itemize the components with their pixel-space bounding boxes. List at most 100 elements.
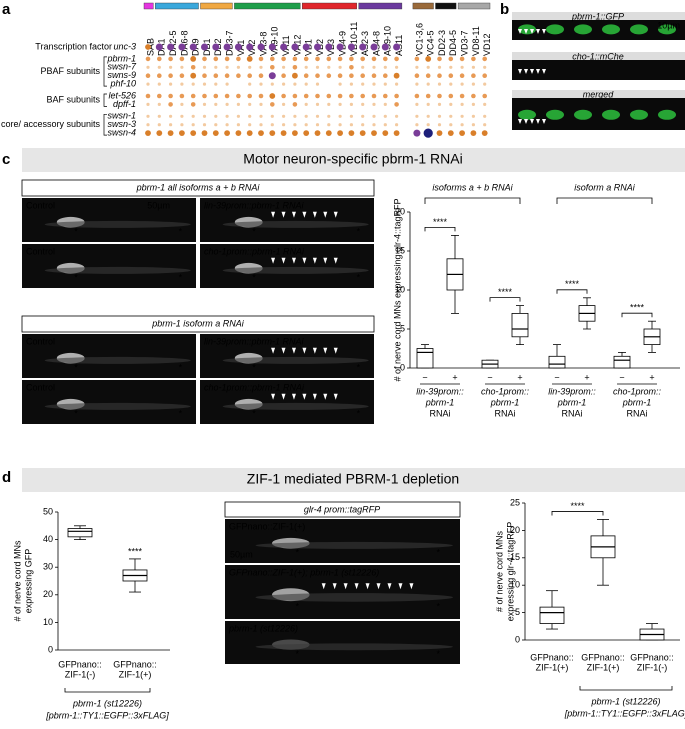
row-label: dpff-1: [113, 99, 136, 109]
strip: [512, 60, 685, 80]
dot: [371, 130, 377, 137]
dot: [483, 102, 487, 106]
cell: [658, 109, 676, 120]
sig-bracket: [621, 312, 653, 318]
dot: [270, 123, 274, 127]
y-axis-label: # of nerve cord MNs expressing glr-4::ta…: [392, 198, 402, 381]
dot: [459, 93, 465, 99]
group-label: cho-1prom::: [481, 386, 530, 396]
arrowhead: [332, 583, 337, 590]
image-label: lin-39prom::pbrm-1 RNAi: [204, 336, 305, 346]
dot: [449, 82, 453, 86]
dot: [415, 114, 419, 118]
class-bar: [457, 2, 491, 10]
dot: [449, 114, 453, 118]
bracket-label: isoforms a + b RNAi: [432, 182, 513, 192]
dot: [426, 82, 430, 86]
dot: [483, 65, 487, 69]
arrowhead: [302, 347, 307, 354]
dot: [212, 130, 219, 137]
dot: [349, 114, 353, 118]
arrowhead: [536, 119, 540, 124]
group-label: RNAi: [626, 408, 647, 418]
scale-label: 50µm: [147, 200, 170, 210]
dot: [304, 102, 308, 106]
arrowhead: [302, 211, 307, 218]
dot: [383, 123, 387, 127]
dot: [248, 114, 252, 118]
arrowhead: [291, 347, 296, 354]
dot: [338, 82, 342, 86]
dot: [291, 43, 299, 51]
row-label: phf-10: [109, 78, 136, 88]
dot: [414, 56, 420, 62]
dot: [326, 93, 332, 99]
arrowhead: [281, 393, 286, 400]
dot: [292, 56, 298, 62]
dot: [483, 123, 487, 127]
arrowhead: [409, 583, 414, 590]
dot: [269, 93, 276, 99]
dot: [180, 65, 184, 69]
row-label: swns-9: [107, 70, 136, 80]
group-label: RNAi: [429, 408, 450, 418]
x-tick-label: −: [422, 372, 427, 382]
dot: [327, 102, 331, 106]
image-label: cho-1prom::pbrm-1 RNAi: [204, 382, 305, 392]
x-tick-label: +: [649, 372, 654, 382]
dot: [415, 123, 419, 127]
dot: [349, 93, 354, 99]
arrowhead: [271, 347, 276, 354]
x-tick-label: GFPnano::: [530, 652, 574, 662]
marker-cyan: *: [437, 548, 441, 558]
dot: [145, 73, 151, 78]
dot: [202, 102, 207, 106]
group-label: BAF subunits: [46, 95, 100, 105]
dot: [471, 73, 476, 78]
marker-magenta: *: [74, 227, 78, 237]
worm-body: [255, 593, 453, 602]
column-label: AS2-3: [360, 31, 370, 56]
dot: [213, 93, 219, 99]
arrowhead: [323, 347, 328, 354]
scale-label: 50µm: [230, 549, 253, 559]
dot: [179, 73, 185, 78]
dot: [202, 65, 207, 69]
arrowhead: [271, 211, 276, 218]
group-label: cho-1prom::: [613, 386, 662, 396]
dot: [292, 93, 298, 99]
arrowhead: [312, 347, 317, 354]
dot: [423, 128, 433, 138]
x-tick-label: GFPnano::: [58, 659, 102, 669]
dot: [395, 114, 399, 118]
dot: [361, 102, 365, 106]
dot: [189, 43, 197, 51]
dot: [292, 65, 298, 70]
dot: [145, 93, 151, 99]
dot: [236, 102, 240, 106]
panel-header: ZIF-1 mediated PBRM-1 depletion: [247, 471, 459, 487]
class-bar: [302, 2, 357, 10]
dot: [372, 65, 376, 69]
cell: [546, 109, 564, 120]
class-bar: [412, 2, 434, 10]
y-axis-label: expressing glr-4::tagRFP: [505, 522, 515, 622]
dot: [327, 123, 331, 127]
dot: [359, 43, 367, 51]
arrowhead: [321, 583, 326, 590]
x-tick-label: ZIF-1(+): [536, 662, 569, 672]
dot: [471, 93, 476, 99]
box: [539, 606, 565, 624]
dot: [201, 130, 208, 137]
dot: [448, 73, 454, 78]
arrowhead: [281, 257, 286, 264]
group-bracket: [103, 93, 107, 107]
x-tick-label: −: [487, 372, 492, 382]
significance: ****: [128, 546, 143, 556]
dot: [214, 114, 218, 118]
dot: [437, 93, 442, 99]
dot: [157, 123, 161, 127]
x-tick-label: ZIF-1(+): [587, 662, 620, 672]
dot: [449, 65, 453, 69]
section-box: [21, 315, 375, 333]
